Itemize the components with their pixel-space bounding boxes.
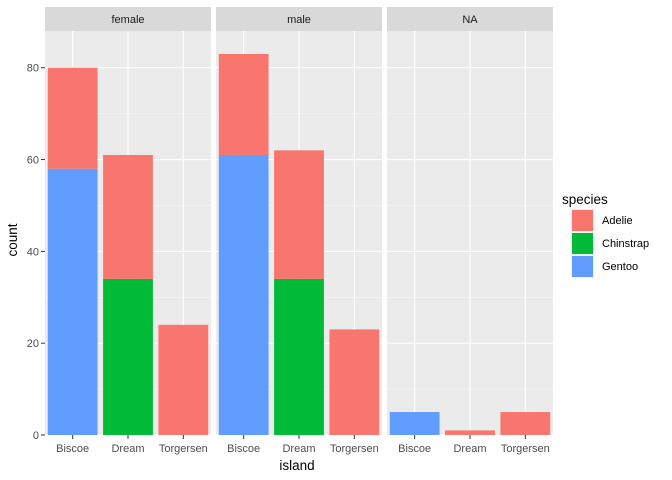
legend-key-swatch	[572, 233, 593, 254]
x-tick-label: Dream	[111, 443, 144, 455]
x-tick-label: Torgersen	[501, 443, 550, 455]
bar-segment-adelie-dream	[274, 150, 324, 279]
facet-strip-label: female	[111, 14, 144, 26]
x-tick-label: Biscoe	[227, 443, 260, 455]
facet-strip	[45, 7, 211, 31]
bar-segment-adelie-biscoe	[218, 53, 269, 155]
legend-entry-label: Gentoo	[602, 261, 638, 273]
legend-title: species	[562, 192, 608, 207]
bar-segment-adelie-torgersen	[329, 329, 380, 435]
y-tick-label: 20	[27, 338, 39, 350]
legend-key-swatch	[572, 256, 593, 277]
x-tick-label: Torgersen	[159, 443, 208, 455]
y-tick-label: 60	[27, 155, 39, 167]
bar-segment-chinstrap-dream	[103, 278, 153, 435]
bar-segment-adelie-dream	[103, 154, 153, 279]
facet-strip	[216, 7, 382, 31]
legend-entry-chinstrap: Chinstrap	[571, 232, 649, 255]
facet-panel-na: NA Biscoe Dream Torgersen	[387, 7, 553, 455]
facet-panel-female: female Biscoe Dream Torgersen	[45, 7, 211, 455]
bar-segment-adelie-dream	[445, 430, 495, 435]
x-tick-label: Biscoe	[56, 443, 89, 455]
legend-entry-label: Adelie	[602, 215, 633, 227]
legend-key-swatch	[572, 210, 593, 231]
x-tick-label: Biscoe	[398, 443, 431, 455]
legend-entry-gentoo: Gentoo	[571, 255, 638, 278]
x-tick-label: Dream	[282, 443, 315, 455]
bar-segment-adelie-torgersen	[500, 412, 551, 435]
y-tick-label: 80	[27, 63, 39, 75]
y-axis-title: count	[5, 223, 20, 256]
x-axis-title: island	[279, 458, 314, 473]
bar-segment-gentoo-biscoe	[389, 412, 440, 435]
legend: species Adelie Chinstrap Gentoo	[562, 192, 649, 278]
y-axis: 0 20 40 60 80	[27, 63, 45, 442]
y-tick-label: 40	[27, 246, 39, 258]
facet-panels: female Biscoe Dream Torgersen male Biscoe Drea…	[45, 7, 553, 455]
bar-segment-adelie-torgersen	[158, 324, 209, 435]
x-tick-label: Torgersen	[330, 443, 379, 455]
bar-segment-adelie-biscoe	[47, 67, 98, 169]
facet-strip-label: NA	[462, 14, 478, 26]
facet-strip-label: male	[287, 14, 311, 26]
x-tick-label: Dream	[453, 443, 486, 455]
bar-segment-chinstrap-dream	[274, 278, 324, 435]
y-tick-label: 0	[33, 430, 39, 442]
bar-segment-gentoo-biscoe	[218, 154, 269, 436]
bar-segment-gentoo-biscoe	[47, 168, 98, 435]
legend-entry-label: Chinstrap	[602, 238, 649, 250]
legend-entry-adelie: Adelie	[571, 209, 633, 232]
facet-panel-male: male Biscoe Dream Torgersen	[216, 7, 382, 455]
facet-strip	[387, 7, 553, 31]
